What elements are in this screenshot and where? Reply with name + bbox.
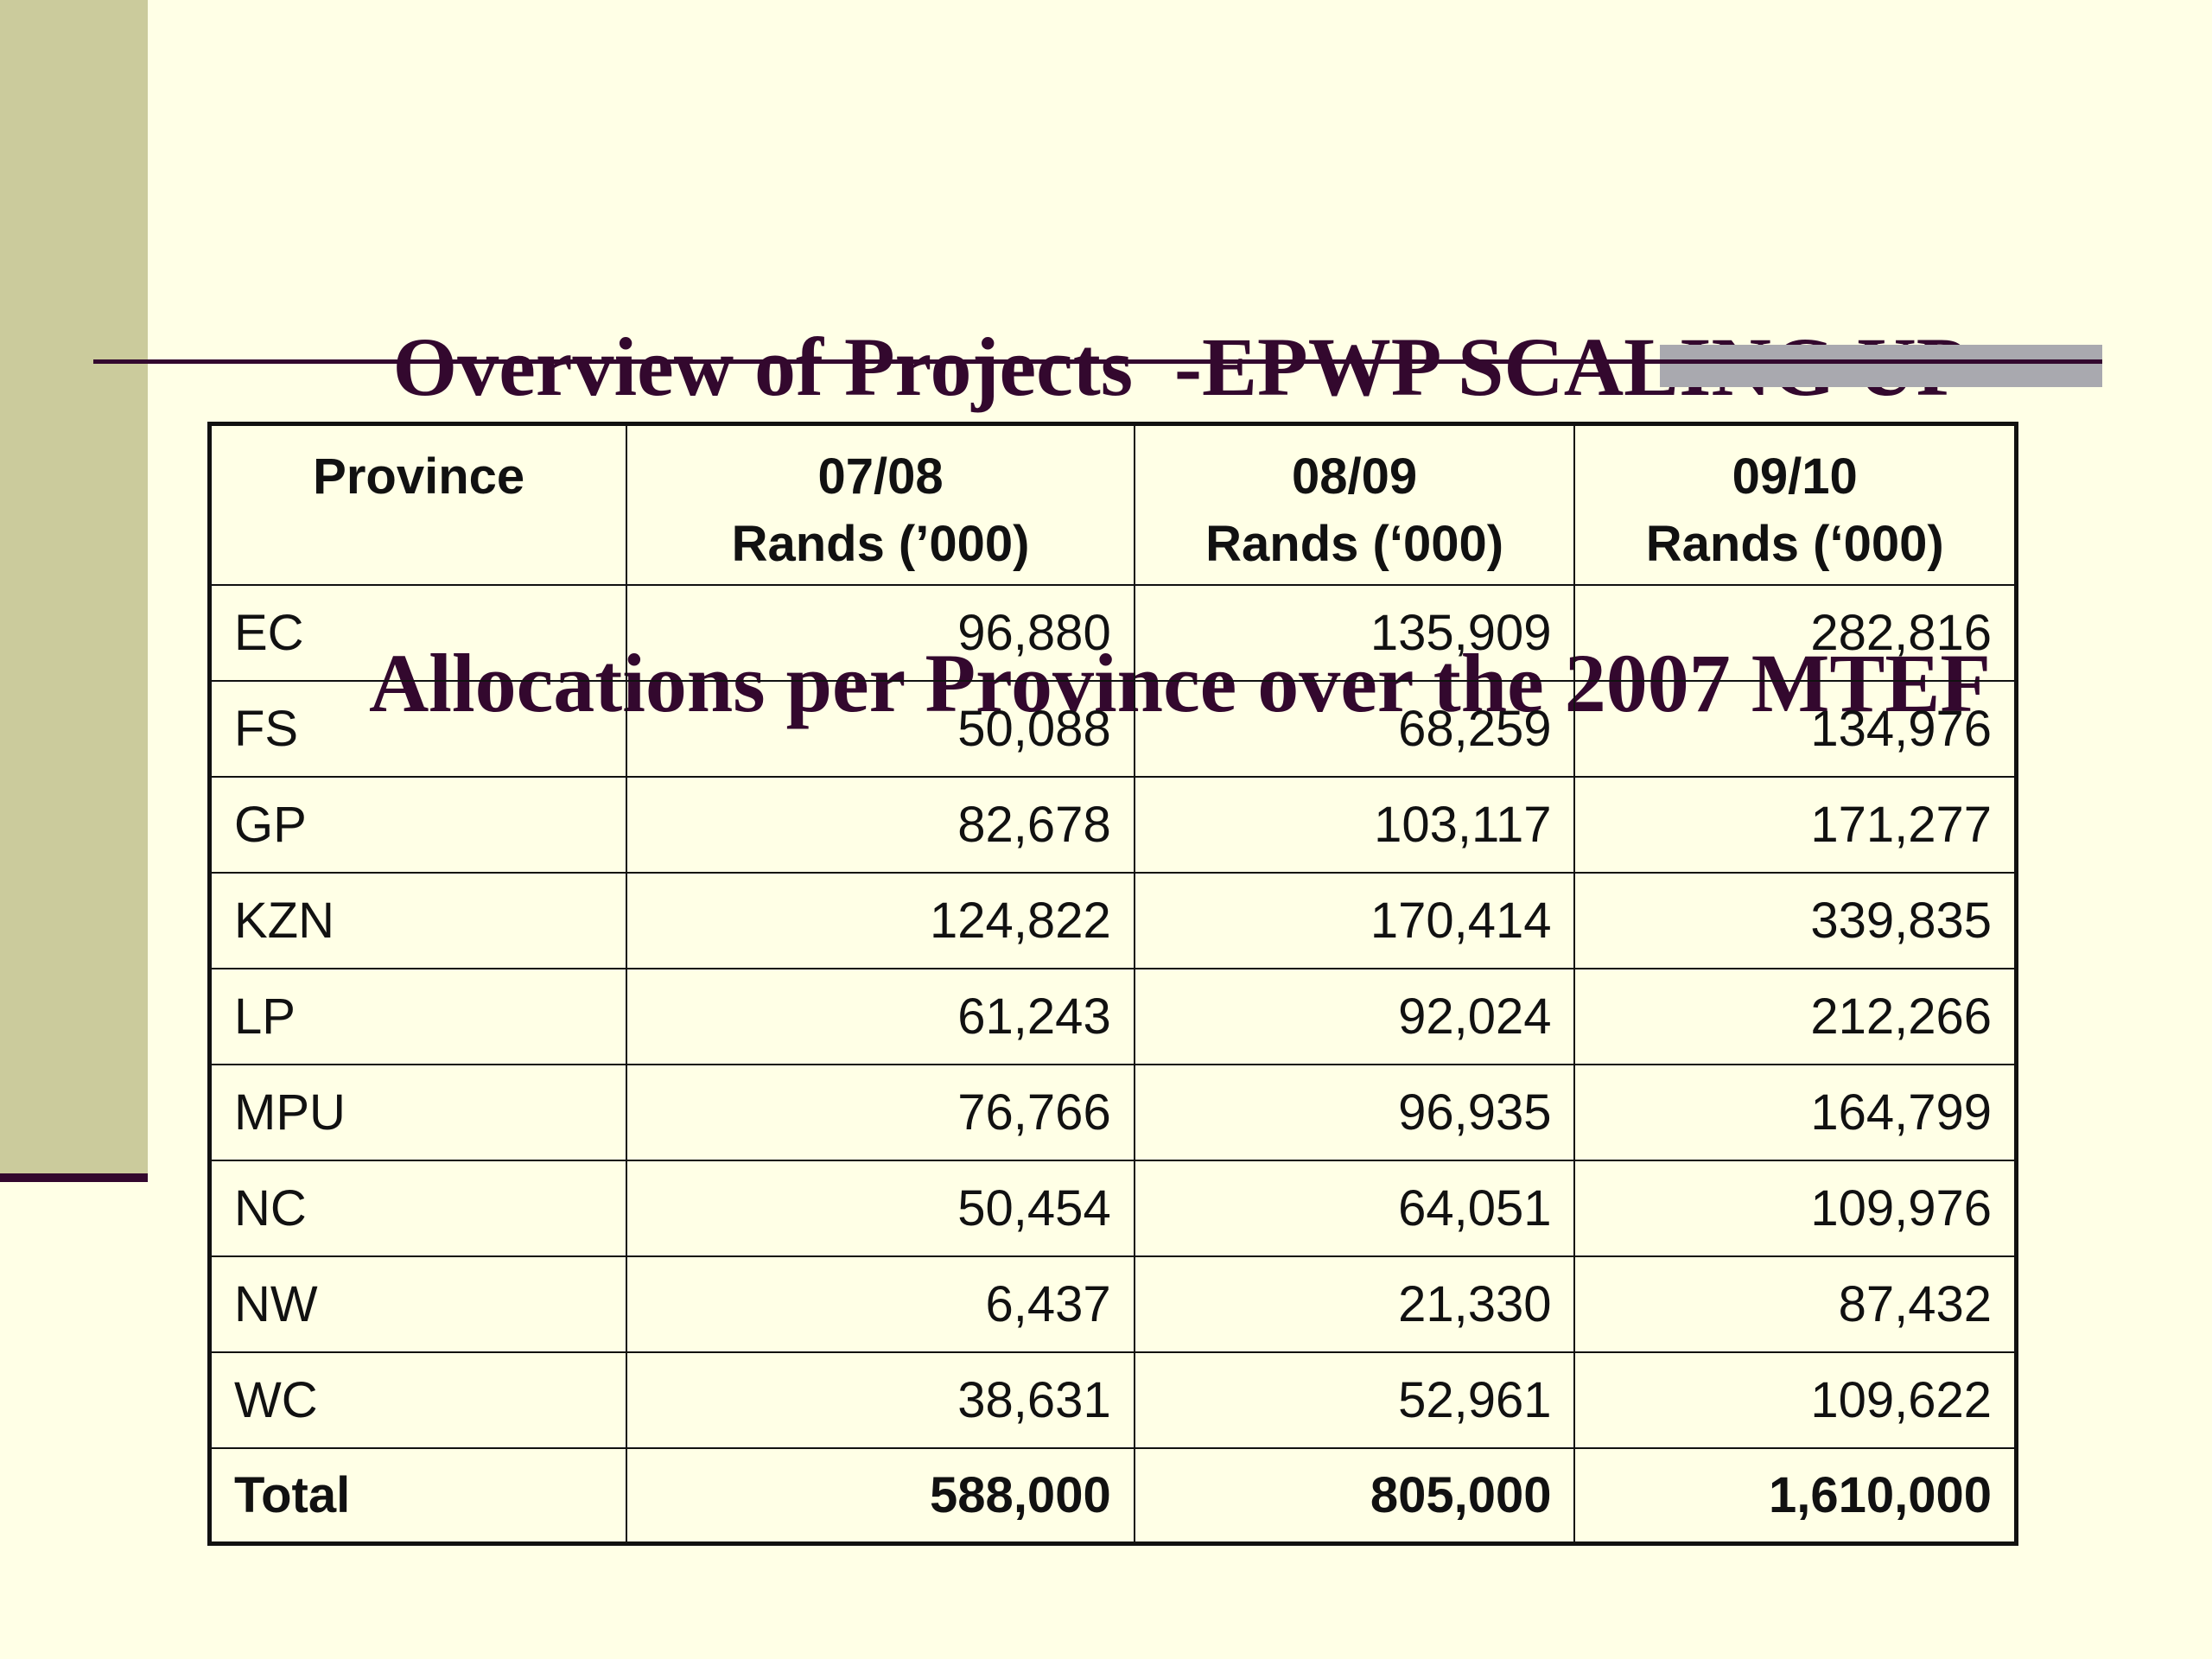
cell-0708: 96,880	[626, 583, 1135, 682]
header-0910: 09/10 Rands (‘000)	[1573, 423, 2018, 586]
table-row: EC 96,880 135,909 282,816	[208, 583, 2018, 682]
cell-0708: 50,454	[626, 1159, 1135, 1257]
cell-0708: 76,766	[626, 1063, 1135, 1161]
cell-total-label: Total	[208, 1446, 628, 1545]
cell-total-0910: 1,610,000	[1573, 1446, 2018, 1545]
cell-0708: 82,678	[626, 775, 1135, 874]
cell-0809: 68,259	[1133, 679, 1576, 778]
cell-province: MPU	[208, 1063, 628, 1161]
cell-0809: 103,117	[1133, 775, 1576, 874]
cell-0809: 21,330	[1133, 1255, 1576, 1353]
cell-0708: 61,243	[626, 967, 1135, 1065]
table-row: NC 50,454 64,051 109,976	[208, 1159, 2018, 1257]
header-0708-year: 07/08	[817, 448, 944, 505]
cell-0809: 96,935	[1133, 1063, 1576, 1161]
table-row: NW 6,437 21,330 87,432	[208, 1255, 2018, 1353]
table-row: GP 82,678 103,117 171,277	[208, 775, 2018, 874]
table-header-row: Province 07/08 Rands (’000) 08/09 Rands …	[208, 423, 2018, 586]
title-rule-accent-block	[1660, 345, 2102, 387]
header-0910-unit: Rands (‘000)	[1645, 516, 1944, 572]
cell-province: EC	[208, 583, 628, 682]
header-province: Province	[208, 423, 628, 586]
cell-0809: 135,909	[1133, 583, 1576, 682]
table-total-row: Total 588,000 805,000 1,610,000	[208, 1446, 2018, 1545]
cell-province: WC	[208, 1351, 628, 1449]
cell-0809: 170,414	[1133, 871, 1576, 969]
cell-0910: 109,622	[1573, 1351, 2018, 1449]
table-row: LP 61,243 92,024 212,266	[208, 967, 2018, 1065]
cell-province: LP	[208, 967, 628, 1065]
cell-0910: 134,976	[1573, 679, 2018, 778]
cell-0910: 87,432	[1573, 1255, 2018, 1353]
cell-0910: 212,266	[1573, 967, 2018, 1065]
allocations-table: Province 07/08 Rands (’000) 08/09 Rands …	[207, 422, 2018, 1546]
cell-0910: 164,799	[1573, 1063, 2018, 1161]
side-decor-bar	[0, 0, 148, 1175]
cell-0910: 171,277	[1573, 775, 2018, 874]
cell-province: NW	[208, 1255, 628, 1353]
header-0809-unit: Rands (‘000)	[1205, 516, 1504, 572]
table-row: WC 38,631 52,961 109,622	[208, 1351, 2018, 1449]
header-province-label: Province	[313, 448, 525, 505]
cell-province: NC	[208, 1159, 628, 1257]
cell-0809: 92,024	[1133, 967, 1576, 1065]
table-row: KZN 124,822 170,414 339,835	[208, 871, 2018, 969]
cell-total-0809: 805,000	[1133, 1446, 1576, 1545]
cell-0708: 50,088	[626, 679, 1135, 778]
side-decor-rule	[0, 1173, 148, 1182]
header-0910-year: 09/10	[1732, 448, 1858, 505]
cell-0809: 52,961	[1133, 1351, 1576, 1449]
cell-0910: 339,835	[1573, 871, 2018, 969]
header-0708-unit: Rands (’000)	[731, 516, 1030, 572]
cell-total-0708: 588,000	[626, 1446, 1135, 1545]
table-row: MPU 76,766 96,935 164,799	[208, 1063, 2018, 1161]
cell-province: FS	[208, 679, 628, 778]
title-divider-rule	[93, 359, 2101, 364]
title-divider-rule-accent	[1660, 359, 2102, 364]
cell-0809: 64,051	[1133, 1159, 1576, 1257]
header-0809: 08/09 Rands (‘000)	[1133, 423, 1576, 586]
cell-0910: 109,976	[1573, 1159, 2018, 1257]
cell-0708: 124,822	[626, 871, 1135, 969]
cell-0910: 282,816	[1573, 583, 2018, 682]
cell-0708: 6,437	[626, 1255, 1135, 1353]
table-row: FS 50,088 68,259 134,976	[208, 679, 2018, 778]
header-0708: 07/08 Rands (’000)	[626, 423, 1135, 586]
cell-province: KZN	[208, 871, 628, 969]
header-0809-year: 08/09	[1292, 448, 1418, 505]
cell-province: GP	[208, 775, 628, 874]
cell-0708: 38,631	[626, 1351, 1135, 1449]
